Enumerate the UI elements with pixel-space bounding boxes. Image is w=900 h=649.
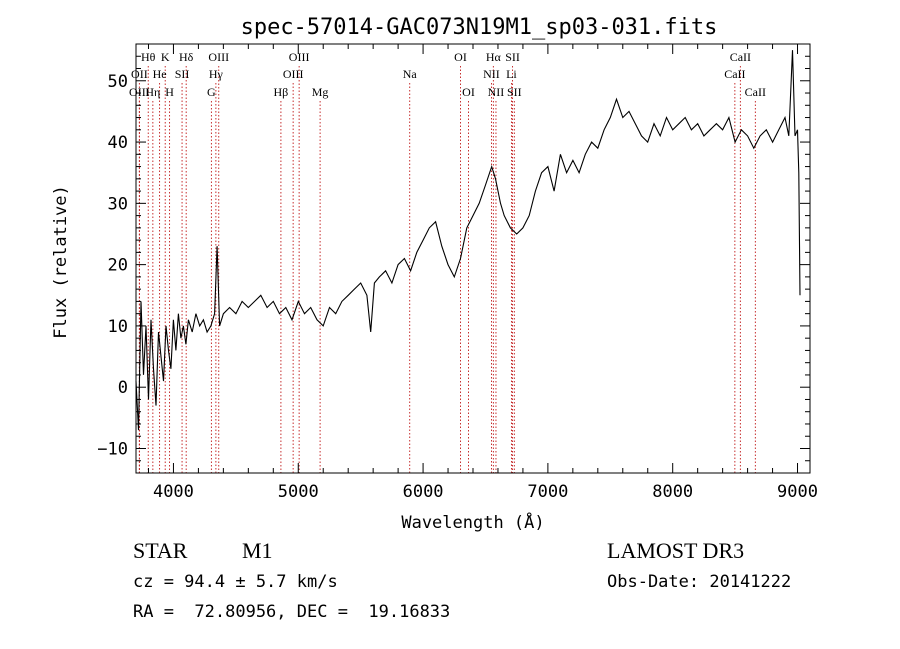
spectrum-line bbox=[135, 50, 801, 431]
marker-label: K bbox=[161, 50, 170, 64]
tick-label: 6000 bbox=[403, 482, 444, 502]
marker-label: OI bbox=[454, 50, 467, 64]
spectrum-chart: spec-57014-GAC073N19M1_sp03-031.fits Hθ O… bbox=[51, 15, 818, 533]
marker-label: G bbox=[207, 85, 216, 99]
marker-label: Hθ bbox=[141, 50, 156, 64]
marker-label: Hα bbox=[486, 50, 502, 64]
marker-label: OIII bbox=[208, 50, 229, 64]
tick-label: 0 bbox=[118, 378, 128, 398]
chart-title: spec-57014-GAC073N19M1_sp03-031.fits bbox=[241, 15, 718, 40]
object-subclass: M1 bbox=[242, 538, 273, 563]
tick-label: 20 bbox=[108, 256, 128, 276]
obs-date: Obs-Date: 20141222 bbox=[607, 572, 792, 592]
marker-label: OIII bbox=[129, 85, 150, 99]
marker-label: OII bbox=[131, 67, 148, 81]
marker-label: Li bbox=[506, 67, 517, 81]
tick-label: 9000 bbox=[777, 482, 818, 502]
tick-label: 10 bbox=[108, 317, 128, 337]
plot-frame bbox=[135, 43, 811, 474]
marker-label: OIII bbox=[289, 50, 310, 64]
tick-label: 4000 bbox=[153, 482, 194, 502]
tick-label: 50 bbox=[108, 72, 128, 92]
tick-label: 40 bbox=[108, 133, 128, 153]
marker-label: Hγ bbox=[209, 67, 224, 81]
marker-label: CaII bbox=[730, 50, 751, 64]
marker-label: Hβ bbox=[274, 85, 289, 99]
coordinates: RA = 72.80956, DEC = 19.16833 bbox=[133, 602, 451, 622]
redshift-cz: cz = 94.4 ± 5.7 km/s bbox=[133, 572, 338, 592]
axis-ticks: 4000 5000 6000 7000 8000 9000 −10 0 10 20 30 40 50 bbox=[97, 43, 818, 502]
marker-label: SII bbox=[507, 85, 522, 99]
marker-label: SII bbox=[175, 67, 190, 81]
marker-label: CaII bbox=[745, 85, 766, 99]
tick-label: 5000 bbox=[278, 482, 319, 502]
x-axis-label: Wavelength (Å) bbox=[401, 511, 544, 533]
marker-label: He bbox=[153, 67, 167, 81]
marker-label: Hη bbox=[145, 85, 160, 99]
marker-label: SII bbox=[505, 50, 520, 64]
tick-label: 7000 bbox=[527, 482, 568, 502]
marker-label: OI bbox=[462, 85, 475, 99]
marker-label: NII bbox=[488, 85, 505, 99]
y-axis-label: Flux (relative) bbox=[51, 185, 71, 339]
survey-name: LAMOST DR3 bbox=[607, 538, 745, 563]
tick-label: 30 bbox=[108, 194, 128, 214]
marker-label: Na bbox=[403, 67, 418, 81]
marker-label: CaII bbox=[724, 67, 745, 81]
object-class: STAR bbox=[133, 538, 188, 563]
marker-label: Hδ bbox=[179, 50, 194, 64]
tick-label: −10 bbox=[97, 439, 128, 459]
tick-label: 8000 bbox=[652, 482, 693, 502]
marker-label: Mg bbox=[312, 85, 329, 99]
marker-label: NII bbox=[483, 67, 500, 81]
marker-label: H bbox=[165, 85, 174, 99]
marker-label: OIII bbox=[283, 67, 304, 81]
